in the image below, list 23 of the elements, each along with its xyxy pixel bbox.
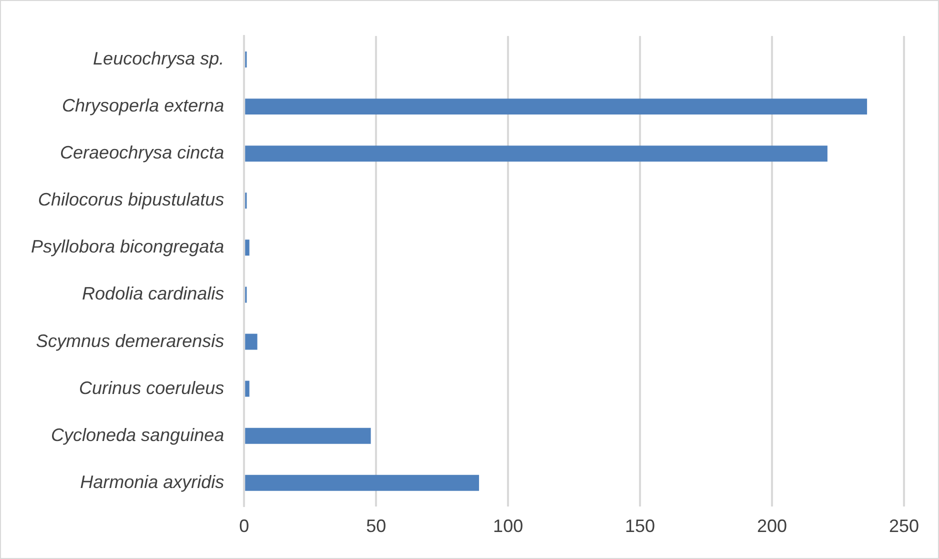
y-tick-label: Curinus coeruleus (79, 378, 224, 398)
x-tick-label: 150 (625, 516, 656, 536)
x-tick-label: 100 (493, 516, 524, 536)
y-tick-label: Ceraeochrysa cincta (60, 142, 224, 163)
bar (245, 428, 371, 444)
x-tick-label: 200 (757, 516, 788, 536)
y-tick-label: Cycloneda sanguinea (50, 424, 224, 445)
y-tick-label: Scymnus demerarensis (36, 330, 224, 351)
y-tick-label: Leucochrysa sp. (93, 48, 224, 69)
bar (245, 240, 250, 256)
y-tick-label: Chrysoperla externa (62, 96, 224, 116)
bar (245, 380, 250, 397)
y-tick-label: Chilocorus bipustulatus (38, 190, 224, 210)
y-tick-label: Rodolia cardinalis (82, 284, 224, 304)
y-tick-label: Harmonia axyridis (80, 472, 224, 492)
bar (245, 474, 480, 491)
y-tick-label: Psyllobora bicongregata (30, 236, 224, 257)
bar (245, 146, 828, 162)
bar (245, 98, 868, 115)
bar (245, 334, 258, 350)
x-tick-label: 50 (366, 516, 386, 536)
x-tick-label: 0 (239, 516, 250, 536)
x-tick-label: 250 (888, 516, 920, 536)
